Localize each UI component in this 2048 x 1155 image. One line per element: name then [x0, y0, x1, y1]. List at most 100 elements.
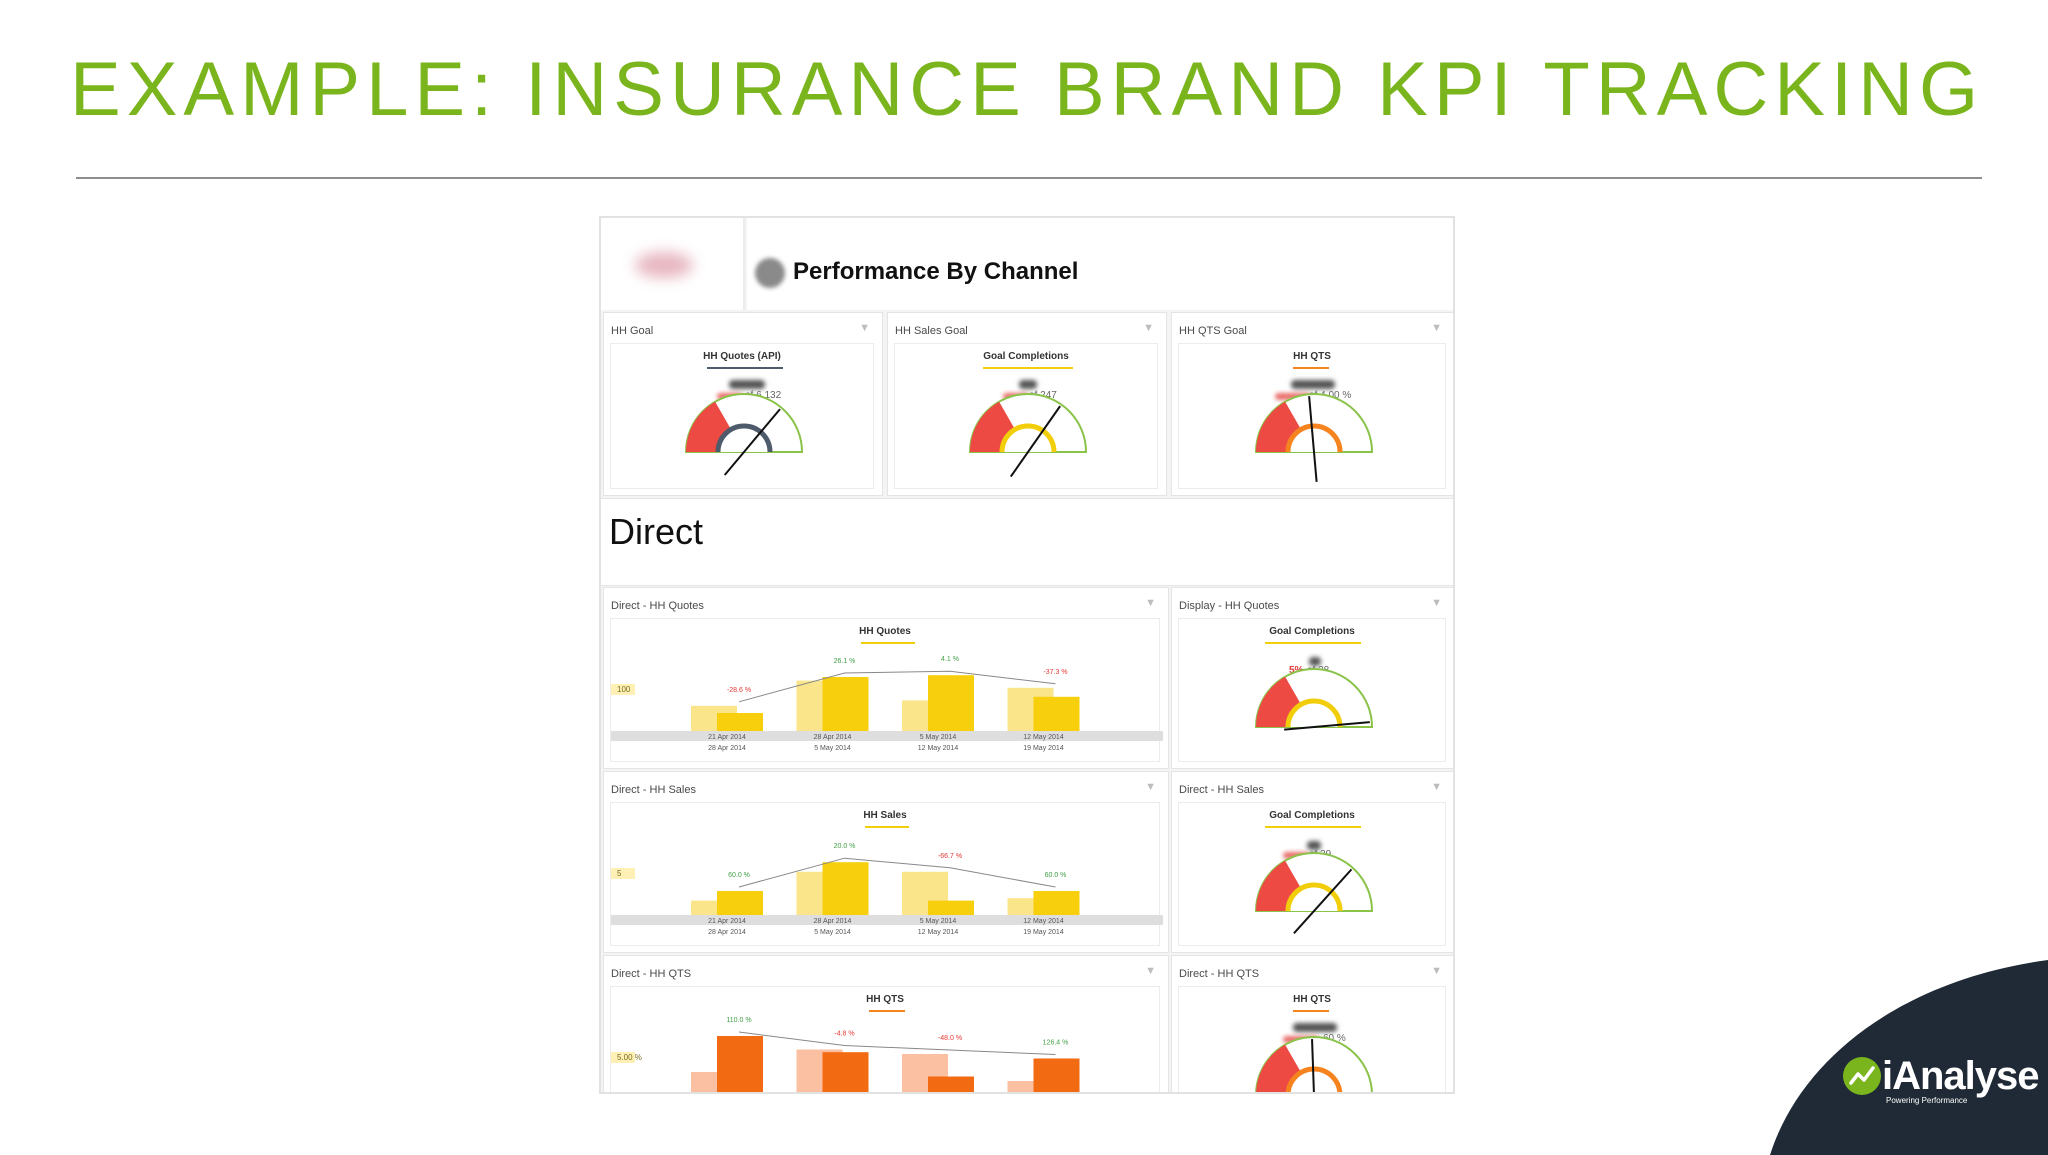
card-title: Direct - HH QTS — [611, 968, 692, 980]
bar-chart-widget: HH Sales 5 60.0 % 21 Apr 2014 28 Apr 2014 20… — [610, 802, 1163, 946]
widget-underline — [1293, 1010, 1329, 1012]
funnel-icon[interactable]: ▼ — [1143, 322, 1154, 334]
funnel-icon[interactable]: ▼ — [1431, 781, 1442, 793]
widget-title: Goal Completions — [1269, 810, 1355, 821]
widget-underline — [1293, 367, 1329, 369]
dashboard-header: Performance By Channel — [747, 218, 1453, 310]
card-display-hh-quotes: Display - HH Quotes ▼ Goal Completions 5… — [1171, 587, 1453, 769]
card-hh-sales-goal: HH Sales Goal ▼ Goal Completions of 247 — [887, 312, 1167, 496]
gauge — [1254, 668, 1374, 731]
gauge-needle — [1009, 405, 1061, 478]
y-axis-label-bg — [611, 1052, 635, 1063]
card-title: Direct - HH Sales — [1179, 784, 1264, 796]
bar-current — [822, 862, 869, 915]
trend-line — [738, 670, 1056, 703]
gauge-inner-arc — [1285, 698, 1343, 728]
x-tick-label: 12 May 2014 — [1023, 918, 1064, 925]
change-label: -4.8 % — [834, 1031, 854, 1038]
goal-value-redacted — [1307, 841, 1321, 850]
change-label: 60.0 % — [1045, 872, 1067, 879]
title-divider — [76, 177, 1982, 179]
goal-value-redacted — [1291, 380, 1335, 389]
dashboard-logo — [601, 218, 745, 310]
x-axis-band — [611, 915, 1163, 925]
x-tick-label: 21 Apr 2014 — [708, 918, 746, 925]
x-tick-label: 5 May 2014 — [814, 929, 851, 936]
bar-current — [1033, 1058, 1080, 1092]
gauge-widget: HH QTS 60 % — [1178, 986, 1446, 1092]
card-hh-goal: HH Goal ▼ HH Quotes (API) of 6,132 — [603, 312, 883, 496]
card-title: Direct - HH Quotes — [611, 600, 704, 612]
widget-title: HH Quotes (API) — [703, 351, 781, 362]
widget-underline — [707, 367, 783, 369]
gauge-widget: Goal Completions of 247 — [894, 343, 1158, 489]
gauge — [1254, 393, 1374, 482]
brand-corner-shape — [1770, 960, 2048, 1155]
goal-value-redacted — [1293, 1023, 1337, 1032]
x-tick-label: 28 Apr 2014 — [814, 918, 852, 925]
funnel-icon[interactable]: ▼ — [1145, 781, 1156, 793]
x-tick-label: 19 May 2014 — [1023, 929, 1064, 936]
goal-value-redacted — [1309, 657, 1321, 666]
funnel-icon[interactable]: ▼ — [1431, 965, 1442, 977]
x-tick-label: 12 May 2014 — [918, 929, 959, 936]
gauge — [1254, 852, 1374, 934]
gauge-needle — [1308, 396, 1318, 482]
gauge-widget: Goal Completions 5% of 38 — [1178, 618, 1446, 762]
goal-of-text: of 6,132 — [745, 390, 782, 401]
widget-title: HH Quotes — [859, 626, 911, 637]
channel-icon — [755, 258, 785, 288]
widget-title: Goal Completions — [983, 351, 1069, 362]
widget-underline — [865, 826, 909, 828]
widget-underline — [869, 1010, 905, 1012]
x-tick-label: 12 May 2014 — [1023, 734, 1064, 741]
card-direct-hh-quotes: Direct - HH Quotes ▼ HH Quotes 100 -28.6 … — [603, 587, 1169, 769]
change-label: 110.0 % — [726, 1017, 751, 1024]
change-label: 4.1 % — [941, 656, 959, 663]
funnel-icon[interactable]: ▼ — [1431, 322, 1442, 334]
bar-chart: 100 -28.6 % 21 Apr 2014 28 Apr 2014 26.1 % 28… — [611, 651, 1163, 752]
dashboard-screenshot: Performance By Channel HH Goal ▼ HH Quot… — [599, 216, 1455, 1094]
gauge-needle — [1284, 721, 1370, 731]
funnel-icon[interactable]: ▼ — [859, 322, 870, 334]
trend-line — [738, 1031, 1056, 1055]
change-label: -66.7 % — [938, 853, 962, 860]
card-direct-hh-qts-goal: Direct - HH QTS ▼ HH QTS 60 % — [1171, 955, 1453, 1092]
widget-underline — [1265, 826, 1361, 828]
y-axis-label: 5 — [617, 869, 622, 878]
funnel-icon[interactable]: ▼ — [1145, 965, 1156, 977]
x-tick-label: 5 May 2014 — [814, 745, 851, 752]
x-tick-label: 28 Apr 2014 — [814, 734, 852, 741]
dashboard-title: Performance By Channel — [793, 258, 1079, 285]
x-axis-band — [611, 731, 1163, 741]
bar-chart-widget: HH QTS 5.00 % 110.0 % -4.8 % -48.0 % 126.4 % — [610, 986, 1160, 1092]
widget-title: HH QTS — [1293, 994, 1331, 1005]
card-title: HH Goal — [611, 325, 654, 337]
widget-title: Goal Completions — [1269, 626, 1355, 637]
gauge — [684, 393, 804, 476]
card-title: Direct - HH Sales — [611, 784, 696, 796]
y-axis-label-bg — [611, 684, 635, 695]
funnel-icon[interactable]: ▼ — [1431, 597, 1442, 609]
goal-pct-text: 5% — [1289, 665, 1304, 676]
x-tick-label: 5 May 2014 — [920, 918, 957, 925]
widget-title: HH Sales — [863, 810, 907, 821]
funnel-icon[interactable]: ▼ — [1145, 597, 1156, 609]
bar-chart: 5.00 % 110.0 % -4.8 % -48.0 % 126.4 % — [611, 1017, 1107, 1092]
card-direct-hh-sales-goal: Direct - HH Sales ▼ Goal Completions of … — [1171, 771, 1453, 953]
bar-current — [822, 1052, 869, 1092]
widget-underline — [1265, 642, 1361, 644]
y-axis-label: 100 — [617, 685, 631, 694]
widget-title: HH QTS — [1293, 351, 1331, 362]
x-tick-label: 19 May 2014 — [1023, 745, 1064, 752]
card-title: Direct - HH QTS — [1179, 968, 1260, 980]
bar-chart: 5 60.0 % 21 Apr 2014 28 Apr 2014 20.0 % 28 Ap… — [611, 835, 1163, 936]
card-title: HH Sales Goal — [895, 325, 968, 337]
bar-current — [928, 675, 974, 731]
x-tick-label: 21 Apr 2014 — [708, 734, 746, 741]
widget-underline — [983, 367, 1073, 369]
gauge-widget: HH QTS of 4.00 % — [1178, 343, 1446, 489]
goal-value-redacted — [1019, 380, 1037, 389]
x-tick-label: 28 Apr 2014 — [708, 929, 746, 936]
change-label: 126.4 % — [1043, 1040, 1069, 1047]
